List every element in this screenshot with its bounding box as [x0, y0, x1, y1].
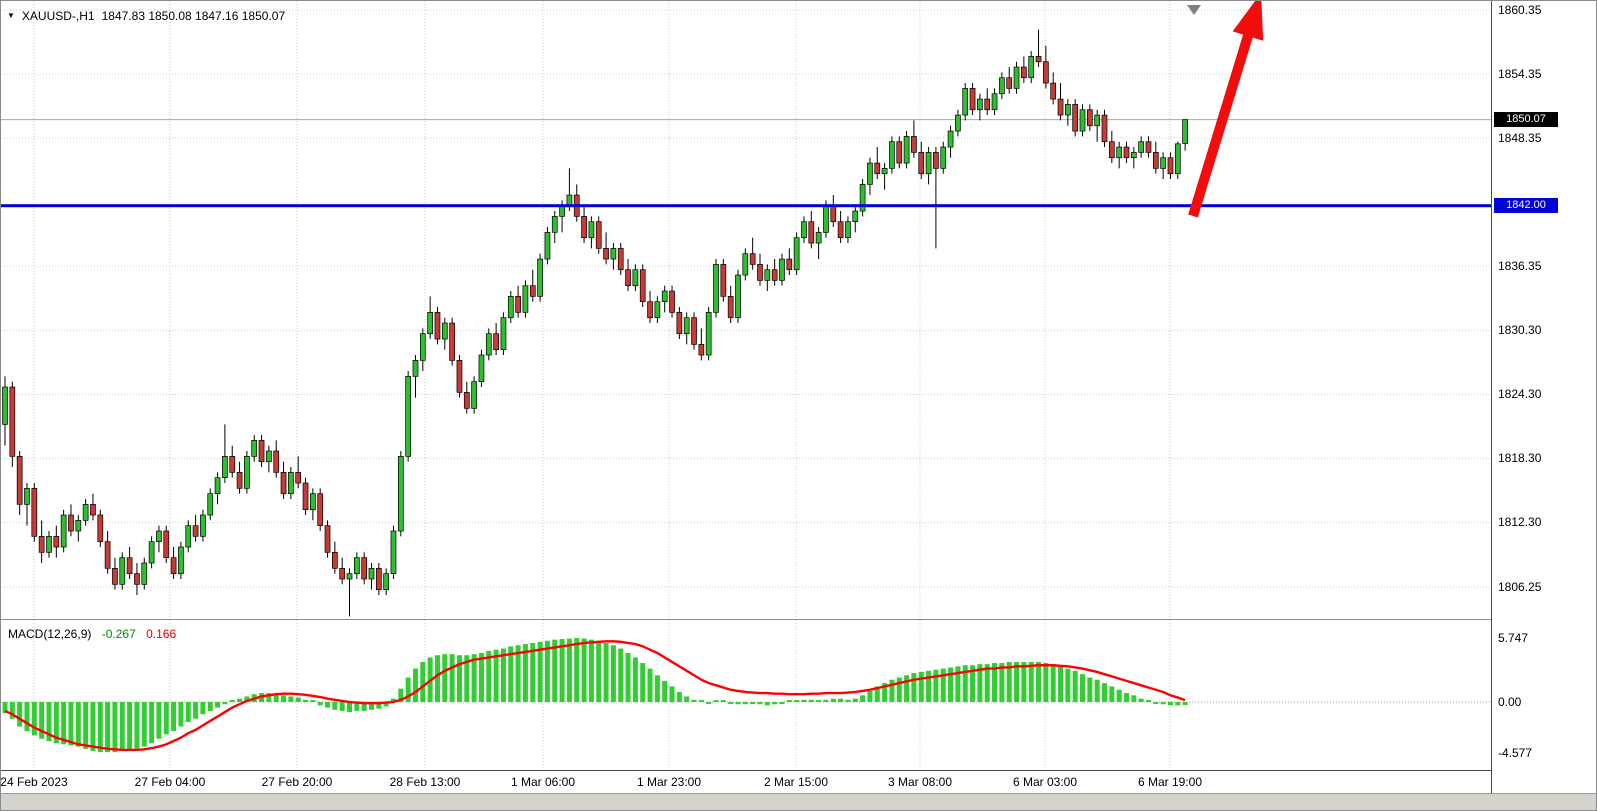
macd-canvas[interactable] [1, 620, 1491, 770]
macd-main-value: -0.267 [101, 627, 136, 641]
macd-header: MACD(12,26,9) -0.267 0.166 [8, 627, 176, 641]
symbol-dropdown-icon[interactable]: ▼ [7, 11, 15, 20]
price-axis-label: 1848.35 [1498, 130, 1542, 145]
macd-signal-line [4, 640, 1186, 752]
price-chart-canvas[interactable] [1, 1, 1491, 619]
price-axis-label: 1860.35 [1498, 3, 1542, 17]
time-axis-label: 27 Feb 04:00 [134, 775, 206, 789]
time-axis[interactable]: 24 Feb 2023 27 Feb 04:00 27 Feb 20:00 28 Fe… [1, 771, 1491, 793]
price-axis-label: 1836.35 [1498, 258, 1542, 273]
price-axis[interactable]: 1860.35 1854.35 1848.35 1836.35 1830.30 1824.… [1491, 1, 1596, 793]
time-axis-label: 3 Mar 08:00 [887, 775, 953, 789]
macd-histogram-layer [2, 637, 1188, 753]
grid-layer [1, 1, 1491, 619]
price-axis-label: 1806.25 [1498, 580, 1542, 594]
price-axis-label: 1854.35 [1498, 66, 1542, 81]
ohlc-values: 1847.83 1850.08 1847.16 1850.07 [101, 9, 286, 23]
time-axis-label: 6 Mar 03:00 [1012, 775, 1078, 789]
macd-axis-label: 0.00 [1498, 695, 1522, 710]
price-axis-label: 1824.30 [1498, 387, 1542, 402]
chart-shift-marker-icon[interactable] [1187, 5, 1201, 15]
time-axis-divider [1, 770, 1596, 771]
time-axis-label: 27 Feb 20:00 [261, 775, 333, 789]
support-line[interactable] [1, 204, 1491, 208]
time-axis-label: 24 Feb 2023 [0, 775, 68, 789]
time-axis-label: 1 Mar 06:00 [510, 775, 576, 789]
price-axis-label: 1812.30 [1498, 515, 1542, 530]
candles-layer [2, 29, 1188, 617]
time-axis-label: 1 Mar 23:00 [636, 775, 702, 789]
panel-divider[interactable] [1, 619, 1596, 620]
ohlc-header: ▼ XAUUSD-,H1 1847.83 1850.08 1847.16 185… [7, 9, 285, 23]
macd-axis-label: -4.577 [1498, 746, 1533, 760]
price-panel[interactable]: ▼ XAUUSD-,H1 1847.83 1850.08 1847.16 185… [1, 1, 1491, 619]
trend-arrow[interactable] [1188, 1, 1264, 218]
time-axis-label: 2 Mar 15:00 [763, 775, 829, 789]
symbol-timeframe-label: XAUUSD-,H1 [21, 9, 95, 23]
macd-panel[interactable]: MACD(12,26,9) -0.267 0.166 [1, 620, 1491, 770]
time-axis-label: 28 Feb 13:00 [389, 775, 461, 789]
time-axis-label: 6 Mar 19:00 [1137, 775, 1203, 789]
price-axis-label: 1818.30 [1498, 451, 1542, 466]
status-strip [1, 793, 1596, 810]
macd-axis-label: 5.747 [1498, 631, 1529, 645]
macd-label: MACD(12,26,9) [8, 627, 92, 641]
level-price-badge: 1842.00 [1494, 197, 1558, 213]
price-axis-label: 1830.30 [1498, 323, 1542, 338]
macd-signal-value: 0.166 [146, 627, 177, 641]
current-price-badge: 1850.07 [1494, 111, 1558, 127]
macd-grid-layer [1, 620, 1491, 770]
